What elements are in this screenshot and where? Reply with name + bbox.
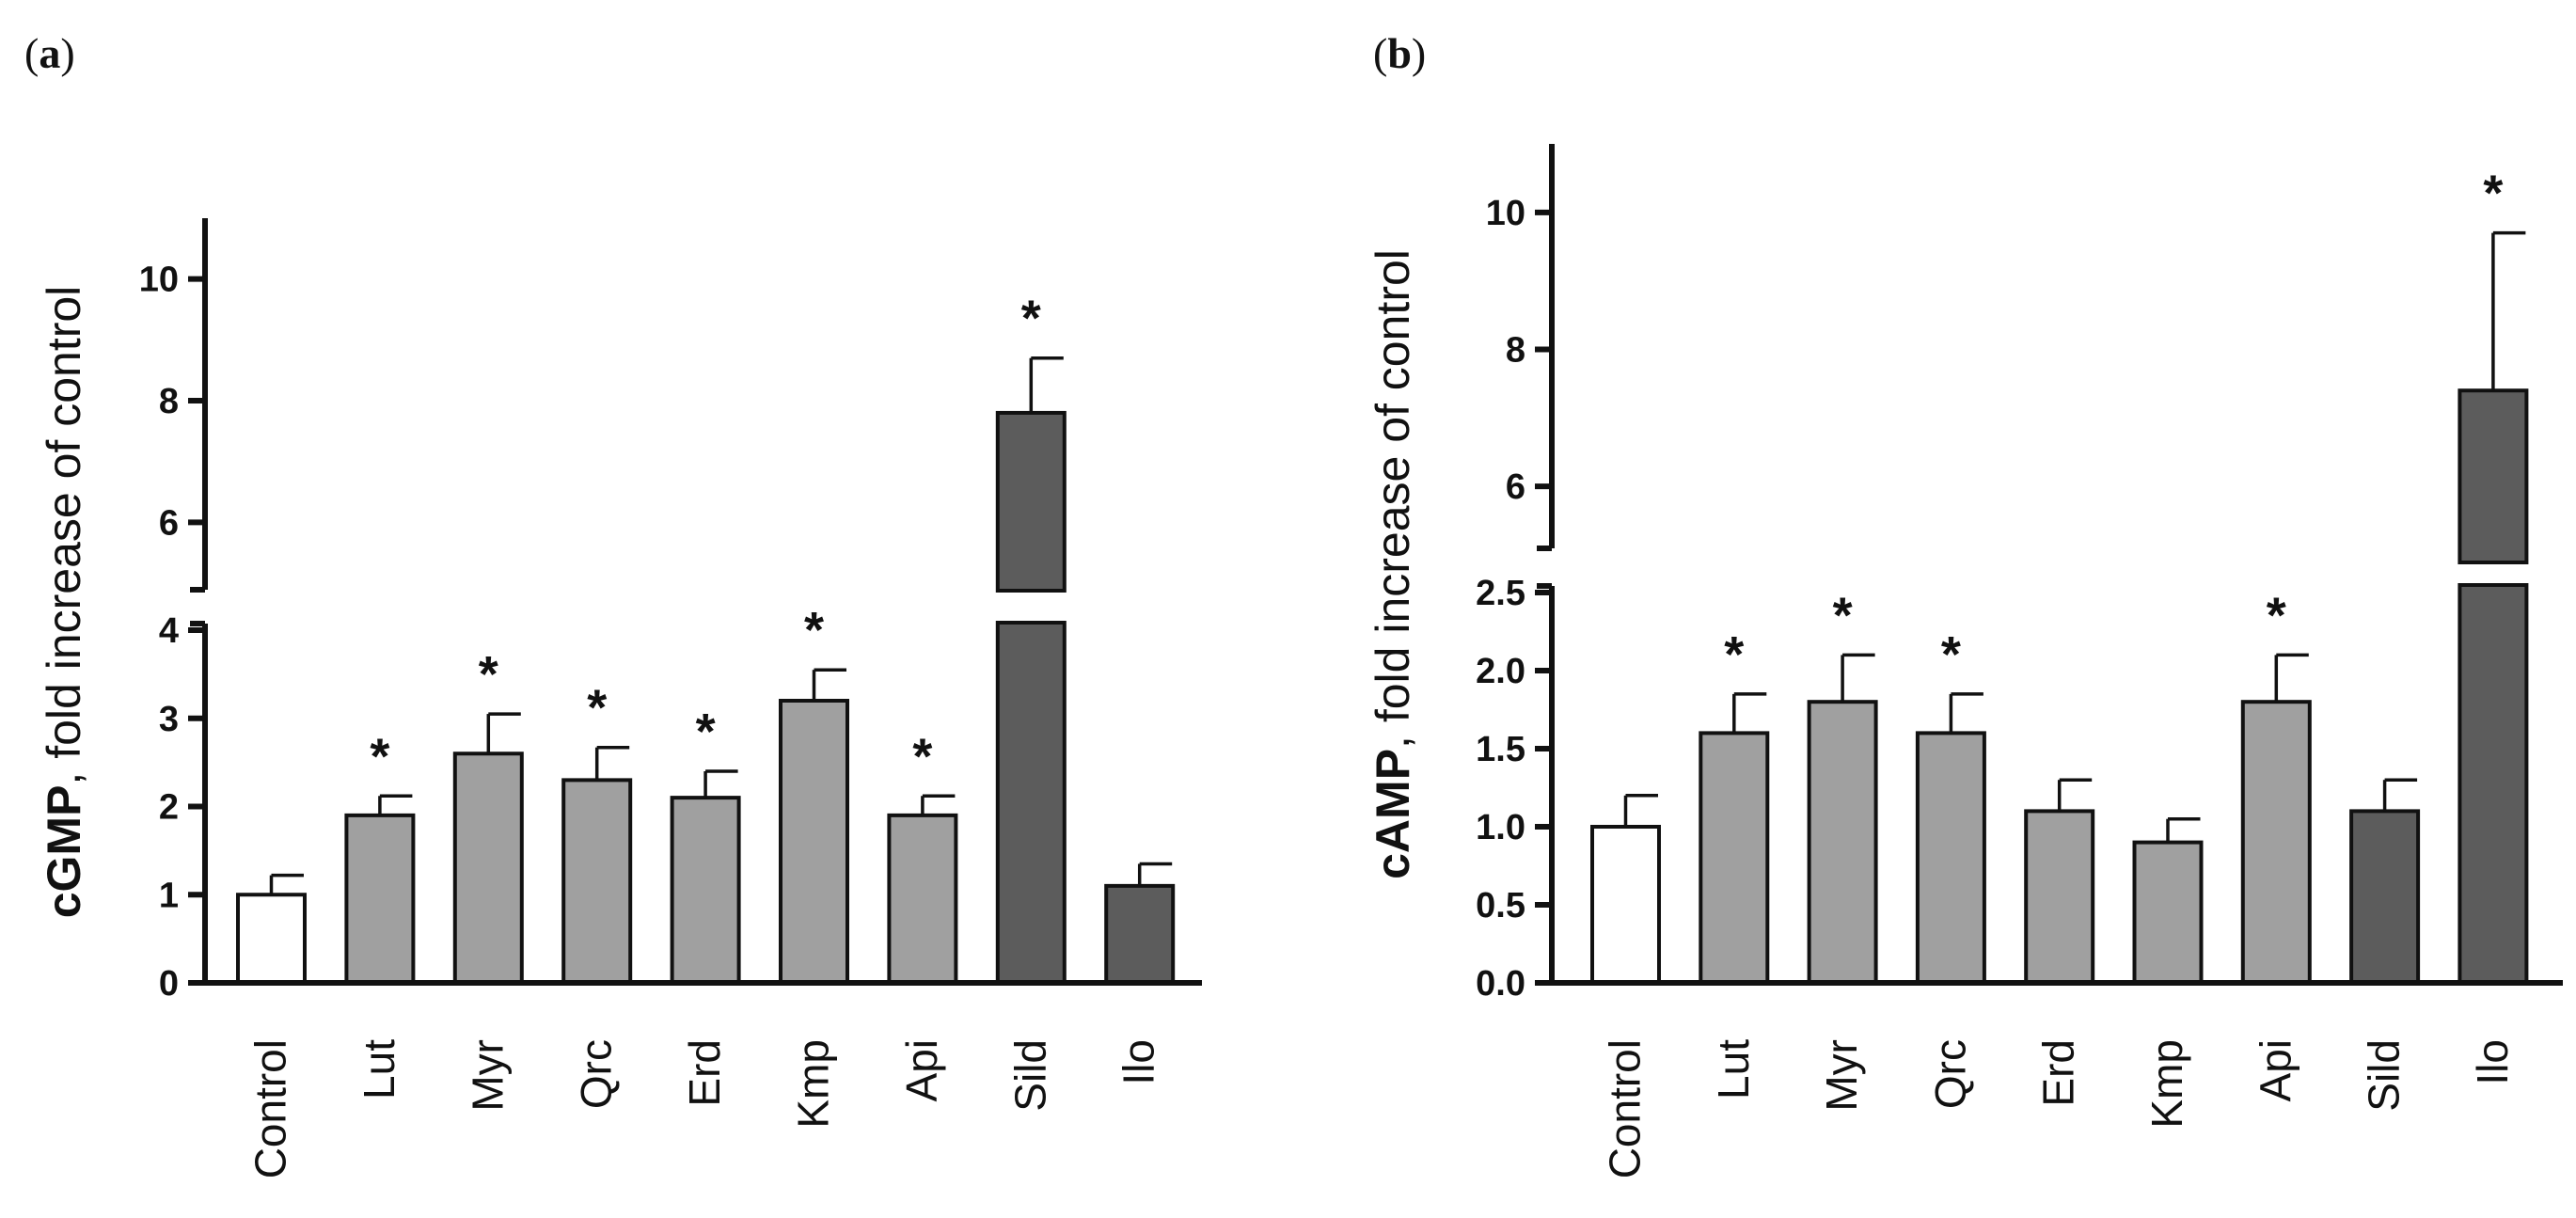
label-layer: 0.0 0.5 1.0 1.5 2.0 2.5 6 8 10 Control * Lut * Myr * Qr… [1476, 166, 2517, 1179]
significance-star: * [1021, 291, 1041, 347]
bar-sild [2349, 809, 2421, 986]
significance-star: * [1724, 626, 1744, 683]
y-tick-label: 1.5 [1476, 730, 1525, 769]
y-tick-label: 3 [159, 700, 179, 739]
y-tick-label: 0 [159, 964, 179, 1004]
significance-star: * [696, 704, 716, 760]
y-tick-label: 8 [159, 382, 179, 421]
y-tick-label: 1.0 [1476, 808, 1525, 847]
significance-star: * [912, 728, 932, 784]
y-tick-label: 0.0 [1476, 964, 1525, 1004]
bar-kmp [779, 699, 849, 985]
significance-star: * [1833, 587, 1853, 643]
x-tick-label-sild: Sild [2360, 1039, 2409, 1112]
x-tick-label-sild: Sild [1005, 1039, 1054, 1112]
significance-star: * [2267, 587, 2286, 643]
x-tick-label-qrc: Qrc [1925, 1039, 1974, 1109]
x-tick-label-control: Control [246, 1039, 295, 1178]
bar-sild-lower-segment [995, 621, 1067, 985]
bar-erd [2024, 809, 2095, 986]
x-tick-label-erd: Erd [680, 1039, 729, 1107]
significance-star: * [1941, 626, 1961, 683]
error-bar-layer [1623, 230, 2526, 843]
bar-layer [236, 410, 1176, 985]
x-tick-label-lut: Lut [355, 1039, 403, 1099]
bar-layer [1590, 388, 2529, 986]
y-tick-label: 1 [159, 876, 179, 915]
y-tick-label: 6 [159, 503, 179, 543]
y-tick-label: 10 [139, 261, 179, 300]
x-tick-label-kmp: Kmp [2142, 1039, 2191, 1129]
bar-kmp [2132, 840, 2204, 985]
significance-star: * [370, 728, 389, 784]
x-tick-label-ilo: Ilo [1114, 1039, 1163, 1085]
axis-layer [188, 218, 1202, 986]
bar-api [2240, 700, 2312, 985]
y-tick-label: 2.0 [1476, 652, 1525, 691]
y-tick-label: 4 [159, 611, 179, 651]
y-tick-label: 2 [159, 788, 179, 828]
significance-star: * [2483, 166, 2503, 222]
x-tick-label-control: Control [1601, 1039, 1650, 1178]
bar-lut [1699, 731, 1770, 986]
label-layer: 0 1 2 3 4 6 8 10 Control * Lut * Myr * Qrc * Erd * Kmp * Api… [139, 261, 1163, 1179]
y-axis-title: cGMP, fold increase of control [38, 286, 90, 919]
bar-qrc [561, 778, 633, 985]
error-bar-layer [269, 356, 1173, 895]
bar-ilo [1104, 883, 1176, 985]
x-tick-label-erd: Erd [2034, 1039, 2083, 1107]
y-tick-label: 10 [1486, 194, 1525, 233]
bar-qrc [1915, 731, 1986, 986]
significance-star: * [804, 602, 824, 658]
bar-lut [344, 813, 416, 985]
x-tick-label-lut: Lut [1709, 1039, 1758, 1099]
bar-myr [452, 751, 524, 985]
panel-a-cgmp-chart: (a) cGMP, fold increase of control 0 1 2 3 4… [24, 29, 1202, 1178]
bar-ilo-lower-segment [2457, 583, 2529, 985]
x-tick-label-kmp: Kmp [789, 1039, 838, 1129]
y-tick-label: 8 [1506, 331, 1525, 371]
y-tick-label: 6 [1506, 467, 1525, 507]
axis-layer [1535, 144, 2563, 986]
panel-b-camp-chart: (b) cAMP, fold increase of control 0.00.… [1367, 29, 2563, 1178]
y-axis-title: cAMP, fold increase of control [1367, 249, 1419, 879]
bar-control [236, 893, 307, 985]
bar-control [1590, 825, 1661, 985]
bar-erd [670, 796, 741, 985]
significance-star: * [587, 680, 607, 736]
panel-a-label: (a) [24, 29, 75, 77]
x-tick-label-api: Api [897, 1039, 946, 1101]
panel-b-label: (b) [1373, 29, 1426, 77]
x-tick-label-api: Api [2251, 1039, 2299, 1101]
x-tick-label-myr: Myr [1817, 1039, 1866, 1112]
bar-ilo-upper-segment [2457, 388, 2529, 565]
x-tick-label-ilo: Ilo [2468, 1039, 2517, 1085]
bar-api [887, 813, 958, 985]
y-tick-label: 0.5 [1476, 886, 1525, 925]
x-tick-label-qrc: Qrc [572, 1039, 621, 1109]
significance-star: * [479, 646, 498, 703]
y-tick-label: 2.5 [1476, 574, 1525, 613]
x-tick-label-myr: Myr [463, 1039, 512, 1112]
bar-sild-upper-segment [995, 410, 1067, 593]
bar-myr [1807, 700, 1878, 985]
